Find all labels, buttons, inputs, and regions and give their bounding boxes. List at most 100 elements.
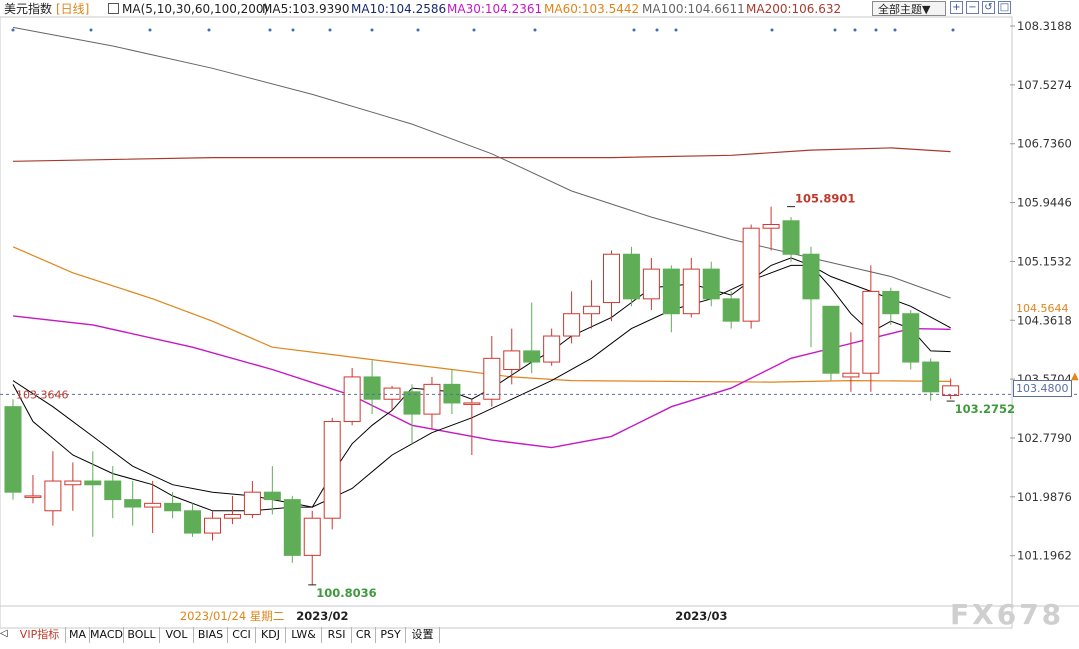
zoom-in-icon[interactable]: + [950, 1, 963, 14]
marker-dot [11, 28, 15, 32]
candle-body[interactable] [742, 227, 760, 322]
candle-body[interactable] [603, 253, 620, 304]
marker-dot [207, 28, 211, 32]
candle-body[interactable] [503, 350, 521, 370]
marker-dot [89, 28, 93, 32]
candle-body[interactable] [184, 510, 202, 534]
candle-body[interactable] [942, 385, 960, 397]
candle-body[interactable] [722, 298, 740, 322]
candle-body[interactable] [583, 305, 601, 315]
instrument-title: 美元指数 [4, 2, 53, 16]
ma10-value: MA10:104.2586 [351, 2, 447, 16]
candle-body[interactable] [84, 480, 102, 486]
indicator-tab[interactable]: 设置 [406, 627, 440, 643]
x-tick-label: 2023/02 [296, 609, 348, 623]
zoom-out-icon[interactable]: − [966, 1, 979, 14]
candle-body[interactable] [882, 290, 900, 315]
candle-body[interactable] [243, 491, 261, 515]
marker-dot [291, 28, 295, 32]
indicator-tab[interactable]: RSI [322, 627, 352, 643]
legend-bar: 美元指数 [日线] MA(5,10,30,60,100,200) MA5:103… [0, 0, 1079, 18]
candle-body[interactable] [822, 305, 840, 374]
marker-dot [874, 28, 878, 32]
candle-body[interactable] [4, 406, 22, 493]
extreme-value-label: 105.8901 [795, 192, 855, 206]
indicator-tab[interactable]: BIAS [194, 627, 228, 643]
indicator-tab[interactable]: VOL [160, 627, 194, 643]
fullscreen-icon[interactable]: □ [998, 1, 1011, 14]
candle-body[interactable] [44, 480, 62, 512]
ma200-value: MA200:106.632 [746, 2, 842, 16]
crosshair-value-label: 103.3646 [16, 388, 69, 401]
indicator-tab[interactable]: MACD [90, 627, 124, 643]
indicator-tab[interactable]: PSY [376, 627, 406, 643]
y-tick-label: 105.9446 [1017, 196, 1072, 210]
candle-body[interactable] [622, 253, 640, 300]
candle-body[interactable] [762, 223, 780, 229]
scroll-left-icon[interactable]: ◁ [0, 628, 8, 639]
theme-select-button[interactable]: 全部主题▼ [872, 1, 946, 16]
ma100-line [12, 26, 951, 299]
candles[interactable] [4, 206, 960, 586]
candle-body[interactable] [523, 350, 541, 363]
candle-body[interactable] [483, 357, 501, 400]
candle-body[interactable] [64, 480, 82, 486]
ma60-value: MA60:103.5442 [544, 2, 640, 16]
candle-body[interactable] [543, 335, 561, 363]
indicator-tab[interactable]: KDJ [256, 627, 286, 643]
candle-body[interactable] [343, 376, 361, 423]
candle-body[interactable] [563, 313, 581, 337]
candle-body[interactable] [164, 502, 182, 512]
marker-dot [833, 28, 837, 32]
indicator-tab[interactable]: CR [352, 627, 376, 643]
marker-dot [853, 28, 857, 32]
ma200-line [12, 147, 951, 162]
candle-body[interactable] [124, 499, 142, 508]
indicator-tab[interactable]: VIP指标 [14, 627, 66, 643]
candle-body[interactable] [283, 499, 301, 556]
ma10-line [12, 264, 951, 508]
candle-body[interactable] [223, 513, 241, 519]
candle-body[interactable] [463, 402, 481, 405]
candle-body[interactable] [204, 517, 221, 534]
candle-body[interactable] [263, 491, 281, 501]
restore-icon[interactable]: ↺ [982, 1, 995, 14]
marker-dot [632, 28, 636, 32]
candle-body[interactable] [303, 517, 321, 556]
candle-body[interactable] [383, 387, 401, 400]
candle-body[interactable] [862, 290, 880, 374]
candle-body[interactable] [682, 268, 700, 315]
candle-body[interactable] [842, 372, 860, 378]
candle-body[interactable] [642, 268, 660, 300]
candle-body[interactable] [24, 495, 42, 498]
marker-dot [533, 28, 537, 32]
marker-dot [370, 28, 374, 32]
candle-body[interactable] [702, 268, 720, 300]
ma-chart-icon [108, 3, 119, 14]
y-tick-label: 101.9876 [1017, 490, 1072, 504]
indicator-tab-bar: ◁ VIP指标 MA MACD BOLL VOL BIAS CCI KDJ LW& RSI CR PS… [0, 627, 1079, 645]
indicator-tab[interactable]: BOLL [124, 627, 160, 643]
ma100-value: MA100:104.6611 [642, 2, 745, 16]
candle-body[interactable] [782, 220, 800, 255]
indicator-tab[interactable]: CCI [228, 627, 256, 643]
ma30-value: MA30:104.2361 [447, 2, 543, 16]
candle-body[interactable] [403, 391, 421, 415]
candle-body[interactable] [144, 502, 162, 508]
indicator-tab[interactable]: LW& [286, 627, 322, 643]
moving-average-lines [12, 26, 951, 512]
candle-body[interactable] [922, 361, 940, 393]
period-label[interactable]: [日线] [56, 2, 90, 16]
candle-body[interactable] [802, 253, 820, 300]
candle-body[interactable] [104, 480, 122, 501]
marker-dot [770, 28, 774, 32]
indicator-tab[interactable]: MA [66, 627, 90, 643]
candle-body[interactable] [423, 383, 441, 415]
extreme-value-label: 103.2752 [955, 402, 1015, 416]
candle-body[interactable] [323, 421, 341, 519]
candle-body[interactable] [443, 383, 461, 404]
candle-body[interactable] [662, 268, 680, 315]
candle-body[interactable] [363, 376, 381, 400]
candle-body[interactable] [902, 313, 920, 363]
